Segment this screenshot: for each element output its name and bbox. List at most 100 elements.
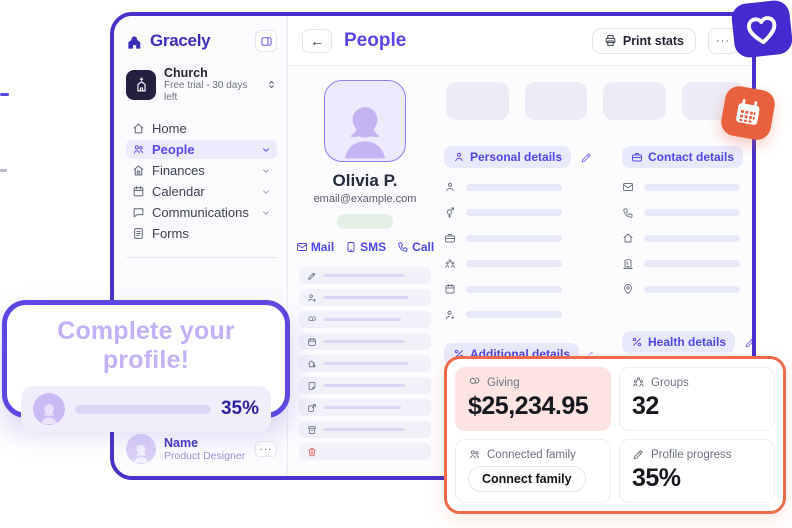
detail-row-name	[444, 181, 594, 193]
sms-icon	[345, 241, 357, 253]
status-tag	[337, 214, 393, 229]
call-button[interactable]: Call	[397, 240, 434, 254]
sidebar-user[interactable]: Name Product Designer ···	[126, 434, 277, 464]
logo-text: Gracely	[150, 31, 211, 50]
back-button[interactable]: ←	[302, 28, 332, 53]
detail-row-member	[444, 309, 594, 321]
personal-details-badge: Personal details	[444, 146, 572, 168]
progress-bar	[75, 404, 211, 414]
communication-actions: Mail SMS Call	[296, 240, 434, 254]
woman-silhouette-icon	[334, 99, 396, 161]
edit-personal-details-icon[interactable]	[580, 151, 593, 164]
promo-title: Complete your profile!	[57, 317, 235, 374]
family-icon	[444, 258, 456, 270]
stat-placeholder	[446, 82, 509, 120]
email-icon	[622, 181, 634, 193]
groups-value: 32	[632, 392, 659, 420]
user-name: Name	[164, 435, 199, 450]
chevron-down-icon	[261, 208, 271, 218]
forms-icon	[132, 227, 145, 240]
person-silhouette-icon	[37, 401, 61, 425]
phone-icon	[622, 207, 634, 219]
sidebar-divider	[126, 257, 277, 259]
stats-card: Giving $25,234.95 Groups 32 Connected fa…	[444, 356, 786, 514]
detail-row-home	[622, 232, 752, 244]
chevron-down-icon	[261, 145, 271, 155]
percent-icon	[631, 336, 643, 348]
crop-mark-bottom	[0, 169, 7, 172]
connected-family-tile: Connected family Connect family	[455, 439, 611, 503]
sidebar-collapse-button[interactable]	[255, 30, 277, 52]
mail-button[interactable]: Mail	[296, 240, 334, 254]
export-action[interactable]	[299, 399, 431, 416]
detail-row-birthday	[444, 283, 594, 295]
detail-row-family	[444, 258, 594, 270]
sidebar-item-communications[interactable]: Communications	[126, 203, 277, 222]
edit-health-details-icon[interactable]	[744, 336, 756, 349]
archive-action[interactable]	[299, 421, 431, 438]
add-household-icon	[307, 359, 317, 369]
workspace-subtitle: Free trial - 30 days left	[164, 80, 248, 103]
stat-placeholder	[603, 82, 666, 120]
church-workspace-icon	[126, 69, 156, 100]
detail-row-phone	[622, 207, 752, 219]
briefcase-icon	[444, 232, 456, 244]
profile-email: email@example.com	[313, 193, 417, 205]
finances-icon	[132, 164, 145, 177]
birthday-icon	[444, 283, 456, 295]
groups-icon	[632, 376, 645, 389]
logo: Gracely	[126, 30, 277, 52]
groups-tile: Groups 32	[619, 367, 775, 431]
calendar-sticker	[719, 84, 777, 142]
sidebar-item-forms[interactable]: Forms	[126, 224, 277, 243]
edit-contact-details-icon[interactable]	[752, 151, 756, 164]
giving-action[interactable]	[299, 311, 431, 328]
giving-value: $25,234.95	[468, 392, 589, 420]
person-icon	[444, 181, 456, 193]
stat-placeholder	[524, 82, 587, 120]
gender-icon	[444, 207, 456, 219]
workspace-updown-icon[interactable]	[266, 79, 277, 90]
print-stats-button[interactable]: Print stats	[591, 27, 696, 54]
profile-progress-label: Profile progress	[651, 448, 732, 461]
edit-action[interactable]	[299, 267, 431, 284]
delete-action[interactable]	[299, 443, 431, 460]
profile-action-list	[299, 267, 431, 460]
sms-button[interactable]: SMS	[345, 240, 386, 254]
calendar-action[interactable]	[299, 333, 431, 350]
promo-progress: 35%	[21, 386, 271, 432]
personal-details-column: Personal details A	[444, 146, 594, 378]
health-details-badge: Health details	[622, 331, 736, 353]
profile-name: Olivia P.	[332, 171, 398, 190]
groups-label: Groups	[651, 376, 689, 389]
add-person-action[interactable]	[299, 289, 431, 306]
note-action[interactable]	[299, 377, 431, 394]
sidebar-item-calendar[interactable]: Calendar	[126, 182, 277, 201]
sidebar-nav: Home People Finances Calendar Communicat…	[126, 119, 277, 243]
member-icon	[444, 309, 456, 321]
crop-mark-top	[0, 93, 9, 96]
calendar-icon	[132, 185, 145, 198]
sidebar-item-finances[interactable]: Finances	[126, 161, 277, 180]
add-household-action[interactable]	[299, 355, 431, 372]
sidebar-item-people[interactable]: People	[126, 140, 277, 160]
connected-family-icon	[468, 448, 481, 461]
archive-icon	[307, 425, 317, 435]
heart-icon	[742, 9, 782, 49]
profile-progress-tile: Profile progress 35%	[619, 439, 775, 503]
page-header: ← People Print stats ···	[288, 16, 752, 66]
export-icon	[307, 403, 317, 413]
sidebar-item-home[interactable]: Home	[126, 119, 277, 138]
home-icon	[622, 232, 634, 244]
building-icon	[622, 258, 634, 270]
workspace-name: Church	[164, 66, 208, 80]
user-avatar	[126, 434, 156, 464]
profile-summary: Olivia P. email@example.com Mail SMS Cal…	[296, 80, 434, 468]
workspace-switcher[interactable]: Church Free trial - 30 days left	[126, 66, 277, 103]
connect-family-button[interactable]: Connect family	[468, 466, 586, 492]
edit-icon	[307, 271, 317, 281]
contact-card-icon	[631, 151, 643, 163]
user-menu-button[interactable]: ···	[255, 441, 277, 457]
complete-profile-card: Complete your profile! 35%	[2, 300, 290, 432]
add-person-icon	[307, 293, 317, 303]
